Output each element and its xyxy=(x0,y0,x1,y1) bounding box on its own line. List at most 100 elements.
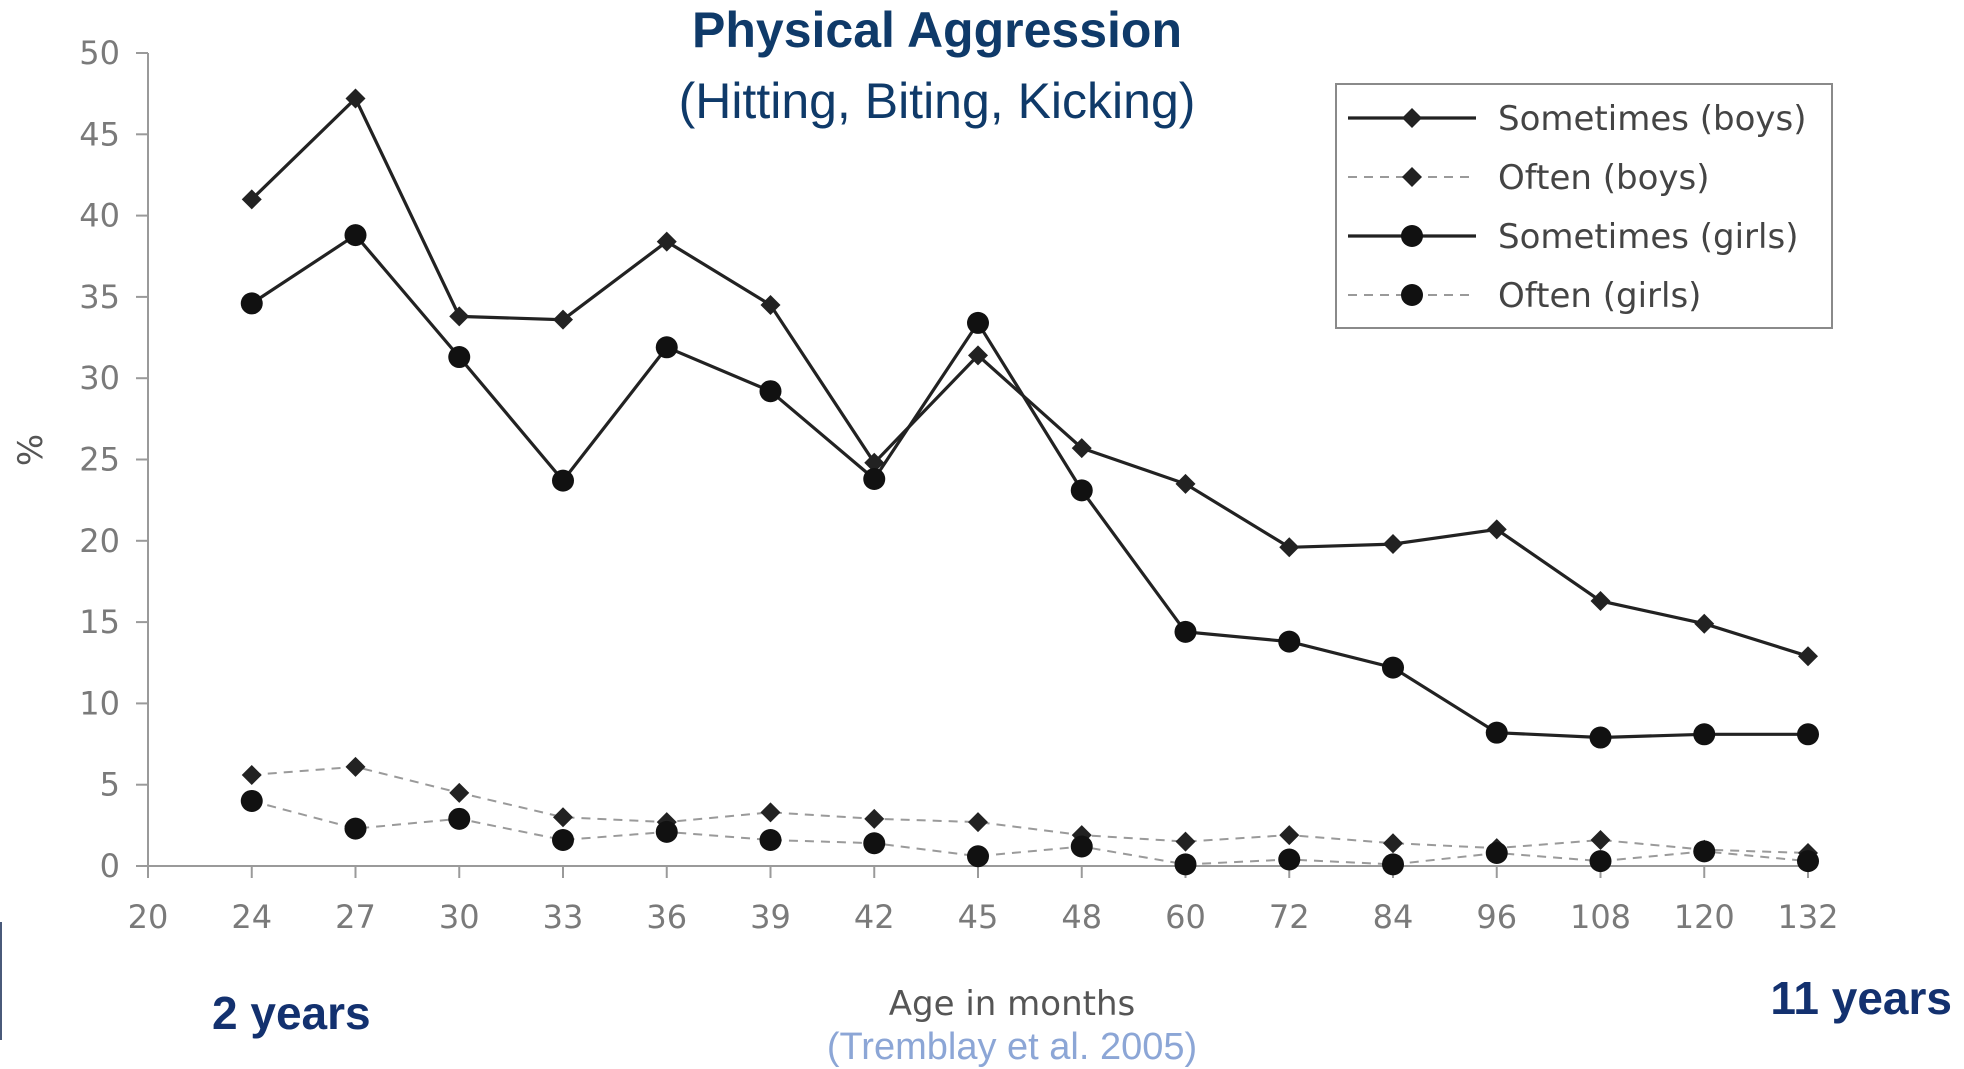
data-point xyxy=(1486,519,1507,540)
data-point xyxy=(1590,590,1611,611)
data-point xyxy=(1070,479,1093,502)
legend-swatch-marker xyxy=(1402,167,1422,187)
data-point xyxy=(1797,850,1819,873)
chart-subtitle: (Hitting, Biting, Kicking) xyxy=(678,73,1196,129)
note-eleven-years: 11 years xyxy=(1770,972,1952,1024)
y-tick-label: 35 xyxy=(79,278,120,316)
y-tick-label: 15 xyxy=(79,603,120,641)
data-point xyxy=(1174,853,1197,876)
y-tick-label: 0 xyxy=(100,847,120,885)
chart-axes: 0 5 10 15 20 25 30 35 40 45 50 20 24 27 30 33 36 39 42 45 48… xyxy=(11,34,1839,1024)
x-tick-label: 27 xyxy=(335,898,376,936)
data-point xyxy=(760,295,781,316)
x-tick-label: 30 xyxy=(439,898,480,936)
legend-entry-often-girls: Often (girls) xyxy=(1348,276,1701,316)
data-point xyxy=(1279,537,1300,558)
series-line-often-boys xyxy=(251,765,1809,854)
x-tick-label: 132 xyxy=(1777,898,1838,936)
data-point xyxy=(1071,438,1092,459)
y-tick-label: 5 xyxy=(100,766,120,804)
data-point xyxy=(864,808,885,829)
series-line-sometimes-girls xyxy=(250,232,1808,740)
data-point xyxy=(1175,473,1196,494)
chart-title: Physical Aggression xyxy=(692,2,1182,58)
x-tick-label: 24 xyxy=(231,898,272,936)
citation: (Tremblay et al. 2005) xyxy=(826,1026,1198,1068)
data-point xyxy=(655,336,678,359)
data-point xyxy=(1589,726,1612,749)
x-tick-label: 48 xyxy=(1061,898,1102,936)
data-point xyxy=(449,782,470,803)
data-point xyxy=(448,346,471,369)
data-point xyxy=(1590,829,1611,850)
series-often-boys xyxy=(241,756,1818,863)
data-point xyxy=(656,231,677,252)
legend-entry-often-boys: Often (boys) xyxy=(1348,158,1710,198)
x-tick-label: 45 xyxy=(958,898,999,936)
y-tick-label: 50 xyxy=(79,34,120,72)
y-tick-label: 40 xyxy=(79,197,120,235)
data-point xyxy=(759,380,782,403)
data-point xyxy=(1278,848,1301,871)
series-sometimes-girls xyxy=(240,224,1819,749)
data-point xyxy=(241,189,262,210)
data-point xyxy=(1175,831,1196,852)
data-point xyxy=(968,345,988,366)
data-point xyxy=(759,828,782,851)
legend-label: Sometimes (girls) xyxy=(1498,217,1798,257)
data-point xyxy=(967,845,989,868)
legend-label: Sometimes (boys) xyxy=(1498,99,1807,139)
data-point xyxy=(760,802,781,823)
data-point xyxy=(345,88,366,109)
data-point xyxy=(1798,646,1818,667)
data-point xyxy=(1070,835,1093,858)
x-tick-label: 120 xyxy=(1674,898,1735,936)
data-point xyxy=(345,756,366,777)
x-axis-title: Age in months xyxy=(889,984,1135,1024)
legend-label: Often (girls) xyxy=(1498,276,1701,316)
legend-label: Often (boys) xyxy=(1498,158,1710,198)
data-point xyxy=(344,224,367,247)
data-point xyxy=(863,832,886,855)
data-point xyxy=(1278,630,1301,653)
legend-swatch-marker xyxy=(1401,284,1423,306)
series-line-sometimes-boys xyxy=(250,95,1809,658)
data-point xyxy=(1383,534,1403,555)
data-point xyxy=(1485,721,1508,744)
data-point xyxy=(1693,840,1716,863)
y-tick-label: 45 xyxy=(79,115,120,153)
data-point xyxy=(449,306,470,327)
legend-entry-sometimes-boys: Sometimes (boys) xyxy=(1348,99,1807,139)
x-tick-label: 39 xyxy=(750,898,791,936)
x-tick-label: 20 xyxy=(128,898,169,936)
data-point xyxy=(864,452,885,473)
y-tick-label: 10 xyxy=(79,684,120,722)
data-point xyxy=(1694,613,1715,634)
data-point xyxy=(1485,841,1508,864)
data-point xyxy=(241,764,262,785)
data-point xyxy=(967,311,989,334)
x-tick-label: 72 xyxy=(1269,898,1310,936)
data-point xyxy=(1797,723,1819,746)
legend-swatch-marker xyxy=(1402,108,1422,128)
y-tick-label: 20 xyxy=(79,522,120,560)
legend-swatch-marker xyxy=(1401,225,1423,247)
x-tick-label: 33 xyxy=(543,898,584,936)
data-point xyxy=(968,812,988,833)
y-tick-label: 25 xyxy=(79,441,120,479)
data-point xyxy=(240,292,263,315)
x-tick-label: 108 xyxy=(1570,898,1631,936)
data-point xyxy=(1383,833,1403,854)
data-point xyxy=(1382,656,1404,679)
data-point xyxy=(553,309,573,330)
x-tick-label: 60 xyxy=(1165,898,1206,936)
data-point xyxy=(655,820,678,843)
chart-legend: Sometimes (boys) Often (boys) Sometimes (g… xyxy=(1335,83,1833,329)
data-point xyxy=(448,807,471,830)
x-tick-label: 42 xyxy=(854,898,895,936)
x-tick-label: 96 xyxy=(1476,898,1517,936)
data-point xyxy=(552,469,574,492)
data-point xyxy=(552,828,574,851)
x-tick-label: 36 xyxy=(646,898,687,936)
